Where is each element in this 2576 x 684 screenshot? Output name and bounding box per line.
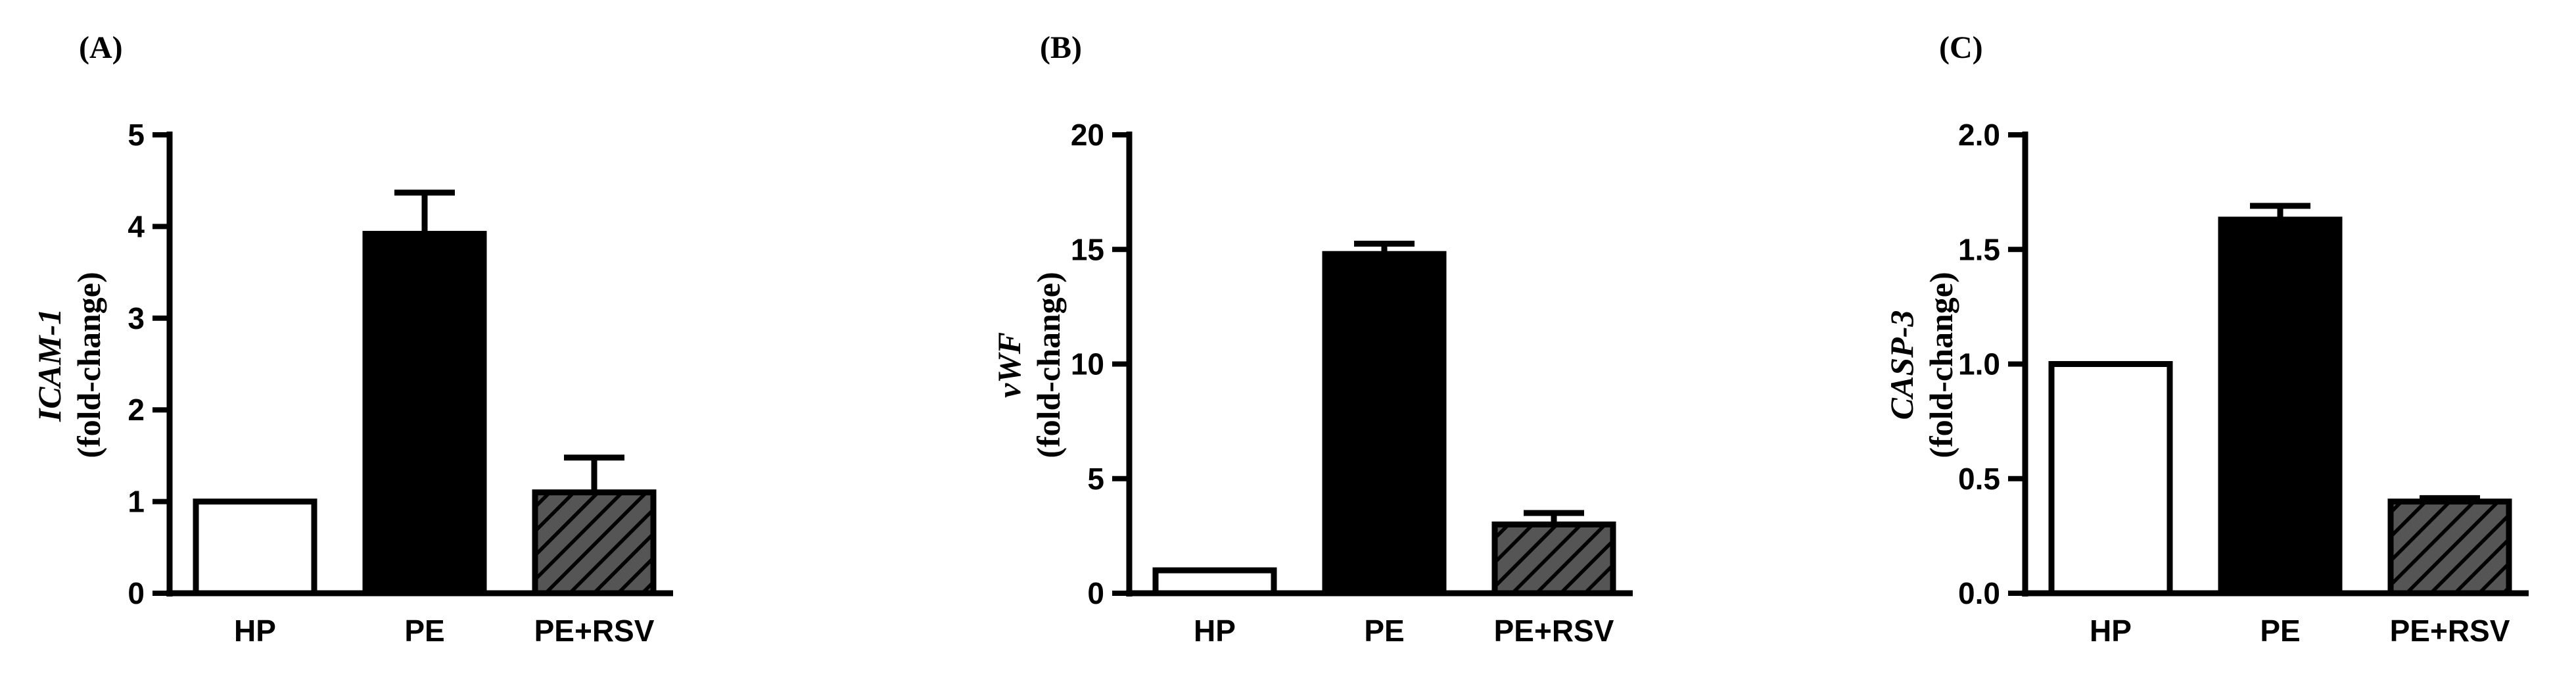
plot-area: HP PE PE+RSV 0 5 10 15 20 <box>1071 118 1633 648</box>
y-axis-unit-label: (fold-change) <box>1923 272 1959 458</box>
panel-b: (B) vWF (fold-change) HP PE PE+RSV 0 5 10 15 20 <box>991 30 1633 648</box>
bar-pe <box>2218 216 2343 597</box>
bar-hp <box>1152 567 1277 597</box>
y-tick-label: 0 <box>1087 576 1104 610</box>
x-category-label: PE <box>1364 614 1404 648</box>
y-tick-label: 0.5 <box>1958 462 2000 496</box>
y-axis-gene-label: vWF <box>991 332 1027 398</box>
y-tick-label: 1 <box>128 485 145 519</box>
y-tick-label: 4 <box>128 209 145 243</box>
bar-pe <box>362 231 487 597</box>
y-axis-gene-label: ICAM-1 <box>31 308 68 422</box>
y-tick-label: 0 <box>128 576 145 610</box>
y-tick-label: 20 <box>1071 118 1104 152</box>
y-tick-label: 5 <box>1087 462 1104 496</box>
panel-label: (C) <box>1939 30 1983 65</box>
x-category-label: PE+RSV <box>2390 614 2510 648</box>
y-tick-label: 5 <box>128 118 145 152</box>
bar-pe-rsv <box>532 489 657 597</box>
panel-c: (C) CASP-3 (fold-change) HP PE PE+RSV 0.0 0.… <box>1883 30 2529 648</box>
x-category-label: PE+RSV <box>1494 614 1614 648</box>
x-category-label: HP <box>2090 614 2132 648</box>
panel-label: (A) <box>79 30 123 65</box>
bar-hp <box>193 499 317 597</box>
y-tick-label: 2.0 <box>1958 118 2000 152</box>
x-category-label: PE <box>404 614 444 648</box>
y-tick-label: 1.0 <box>1958 347 2000 381</box>
bar-pe-rsv <box>1491 521 1616 597</box>
panel-a: (A) ICAM-1 (fold-change) HP PE PE+RSV 0 1 2 3 4… <box>31 30 673 648</box>
y-tick-label: 10 <box>1071 347 1104 381</box>
y-axis-gene-label: CASP-3 <box>1883 310 1920 420</box>
y-tick-label: 15 <box>1071 232 1104 266</box>
bar-pe <box>1322 251 1447 597</box>
y-tick-label: 1.5 <box>1958 232 2000 266</box>
y-tick-label: 0.0 <box>1958 576 2000 610</box>
x-category-label: PE <box>2260 614 2300 648</box>
bar-pe-rsv <box>2387 499 2512 597</box>
x-category-label: HP <box>234 614 276 648</box>
y-axis-unit-label: (fold-change) <box>1030 272 1067 458</box>
bar-hp <box>2048 361 2173 597</box>
x-category-label: HP <box>1194 614 1236 648</box>
y-axis-unit-label: (fold-change) <box>70 272 107 458</box>
panel-label: (B) <box>1040 30 1082 65</box>
plot-area: HP PE PE+RSV 0.0 0.5 1.0 1.5 2.0 <box>1958 118 2529 648</box>
x-category-label: PE+RSV <box>534 614 655 648</box>
y-tick-label: 3 <box>128 301 145 335</box>
y-tick-label: 2 <box>128 393 145 427</box>
plot-area: HP PE PE+RSV 0 1 2 3 4 5 <box>128 118 673 648</box>
